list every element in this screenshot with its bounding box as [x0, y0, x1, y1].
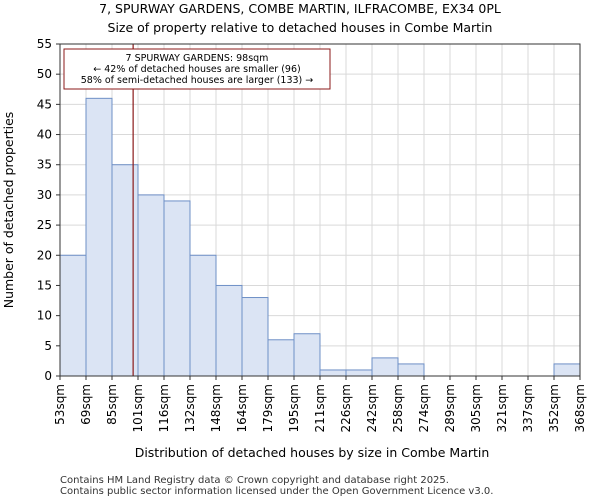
bar-69sqm [85, 97, 113, 377]
y-tick-label-5: 5 [44, 339, 52, 353]
y-tick-label-30: 30 [37, 188, 52, 202]
annotation-box: 7 SPURWAY GARDENS: 98sqm ← 42% of detach… [63, 48, 331, 90]
y-tick-label-10: 10 [37, 309, 52, 323]
x-tick-label-195sqm: 195sqm [287, 384, 301, 432]
x-tick-label-69sqm: 69sqm [79, 384, 93, 425]
x-tick-label-321sqm: 321sqm [495, 384, 509, 432]
y-tick-label-20: 20 [37, 248, 52, 262]
x-tick-label-352sqm: 352sqm [547, 384, 561, 432]
y-tick-label-45: 45 [37, 97, 52, 111]
x-axis-label: Distribution of detached houses by size … [135, 445, 490, 460]
y-tick-label-25: 25 [37, 218, 52, 232]
bar-242sqm [371, 357, 399, 377]
annotation-line-1: 7 SPURWAY GARDENS: 98sqm [126, 53, 269, 64]
y-tick-label-15: 15 [37, 278, 52, 292]
y-tick-label-35: 35 [37, 158, 52, 172]
y-tick-label-55: 55 [37, 37, 52, 51]
x-axis-ticks: 53sqm 69sqm 85sqm 101sqm 116sqm 132sqm 148sqm 1… [53, 376, 587, 432]
bar-179sqm [267, 339, 295, 377]
x-tick-label-305sqm: 305sqm [469, 384, 483, 432]
y-axis-label: Number of detached properties [1, 112, 16, 309]
bar-148sqm [215, 284, 243, 377]
footer-line-2: Contains public sector information licen… [60, 486, 493, 497]
x-tick-label-274sqm: 274sqm [417, 384, 431, 432]
bar-195sqm [293, 333, 321, 377]
y-axis-ticks: 0 5 10 15 20 25 30 35 40 45 50 55 [37, 37, 60, 383]
annotation-line-2: ← 42% of detached houses are smaller (96… [93, 64, 300, 75]
chart-subtitle: Size of property relative to detached ho… [108, 20, 493, 35]
bar-132sqm [189, 254, 217, 377]
x-tick-label-211sqm: 211sqm [313, 384, 327, 432]
x-tick-label-289sqm: 289sqm [443, 384, 457, 432]
chart-title: 7, SPURWAY GARDENS, COMBE MARTIN, ILFRAC… [99, 1, 501, 16]
bar-164sqm [241, 297, 269, 377]
x-tick-label-226sqm: 226sqm [339, 384, 353, 432]
bar-116sqm [163, 200, 191, 377]
y-tick-label-50: 50 [37, 67, 52, 81]
x-tick-label-242sqm: 242sqm [365, 384, 379, 432]
bar-101sqm [137, 194, 165, 377]
x-tick-label-368sqm: 368sqm [573, 384, 587, 432]
x-tick-label-148sqm: 148sqm [209, 384, 223, 432]
x-tick-label-116sqm: 116sqm [157, 384, 171, 432]
x-tick-label-179sqm: 179sqm [261, 384, 275, 432]
bar-53sqm [59, 254, 87, 377]
x-tick-label-53sqm: 53sqm [53, 384, 67, 425]
bar-85sqm [111, 164, 139, 377]
y-tick-label-40: 40 [37, 128, 52, 142]
annotation-line-3: 58% of semi-detached houses are larger (… [81, 75, 314, 86]
x-tick-label-258sqm: 258sqm [391, 384, 405, 432]
x-tick-label-132sqm: 132sqm [183, 384, 197, 432]
bar-211sqm [319, 369, 347, 377]
footer-line-1: Contains HM Land Registry data © Crown c… [60, 475, 449, 486]
x-tick-label-85sqm: 85sqm [105, 384, 119, 425]
x-tick-label-101sqm: 101sqm [131, 384, 145, 432]
bar-352sqm [553, 363, 581, 377]
annotation-border [63, 48, 331, 90]
y-tick-label-0: 0 [44, 369, 52, 383]
bar-258sqm [397, 363, 425, 377]
bar-226sqm [345, 369, 373, 377]
bars [59, 97, 581, 377]
x-tick-label-337sqm: 337sqm [521, 384, 535, 432]
x-tick-label-164sqm: 164sqm [235, 384, 249, 432]
